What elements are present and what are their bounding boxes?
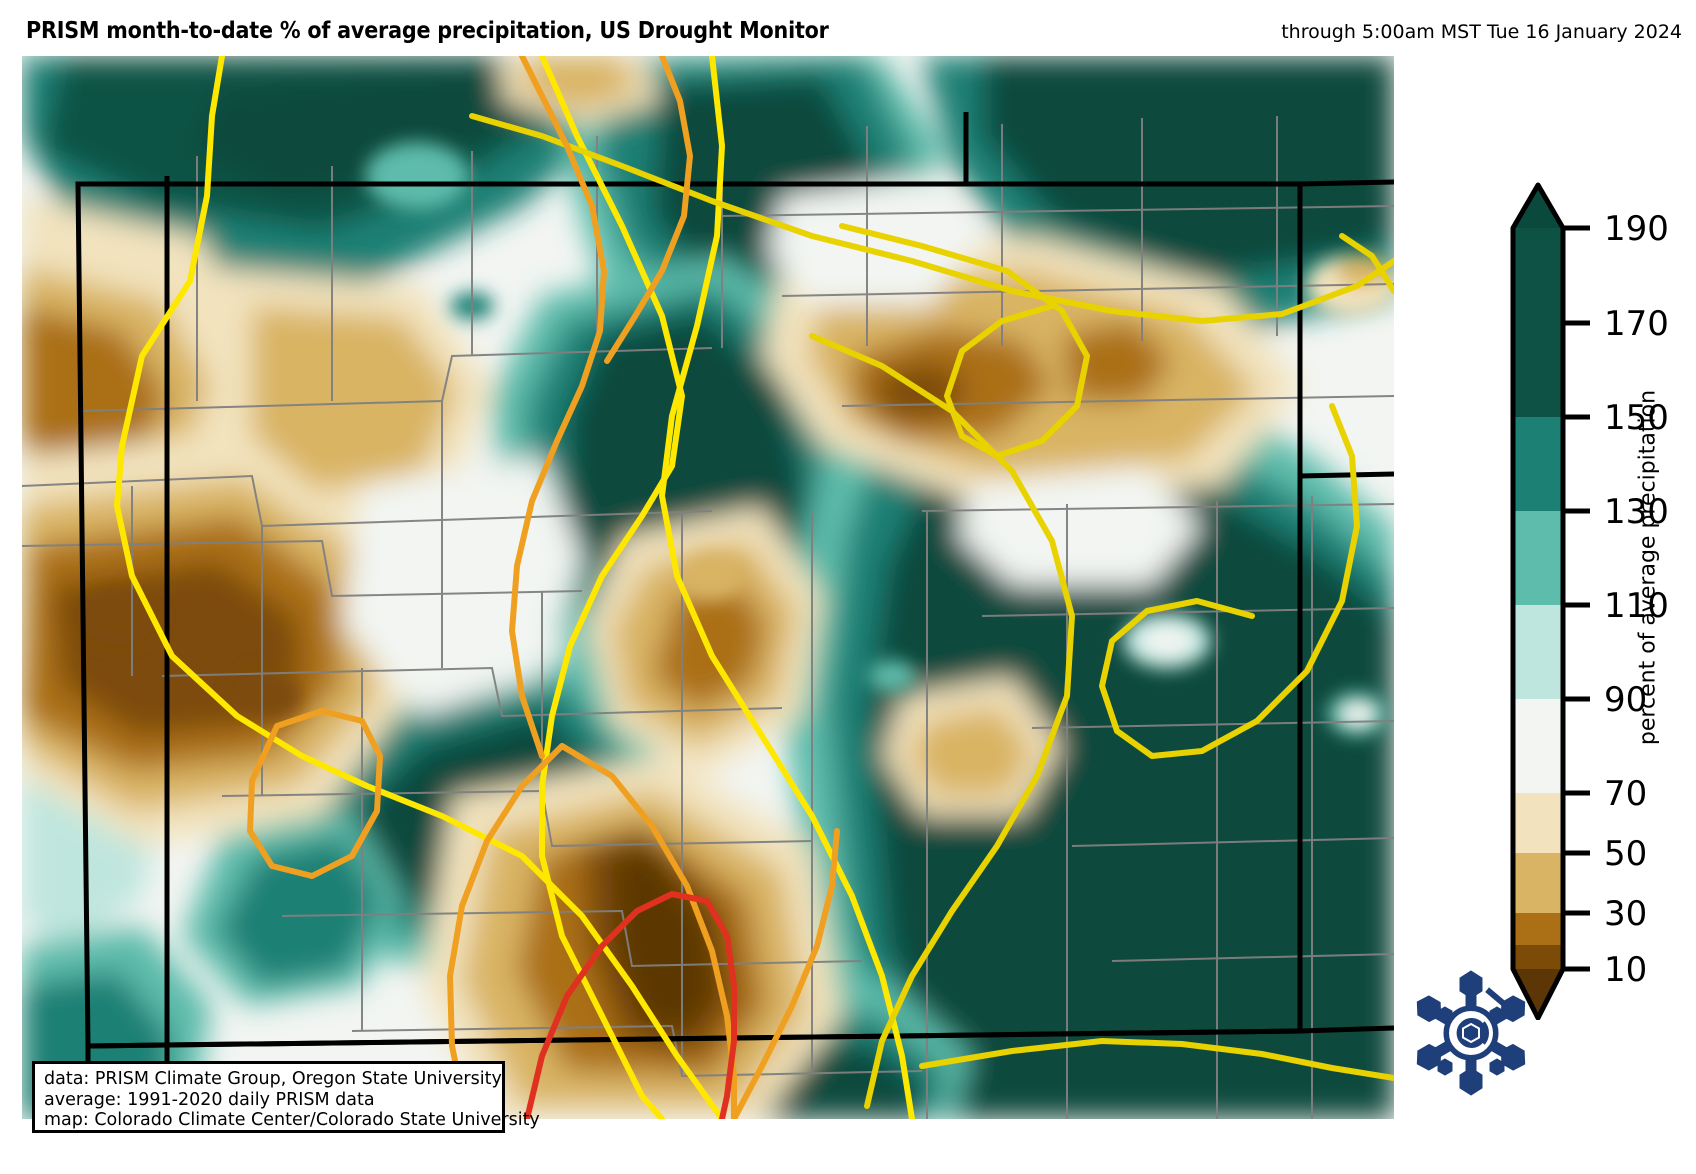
colorbar-tick-150: 150	[1604, 398, 1669, 438]
colorbar-tick-90: 90	[1604, 680, 1647, 720]
colorbar-extend-min: 10	[1510, 945, 1647, 1020]
snowflake-icon	[1416, 970, 1526, 1096]
county-boundaries	[22, 116, 1394, 1119]
colorbar-tick-170: 170	[1604, 304, 1669, 344]
colorbar-ticks	[1563, 225, 1590, 916]
page-title: PRISM month-to-date % of average precipi…	[26, 18, 829, 44]
map-canvas	[22, 56, 1394, 1119]
header-timestamp: through 5:00am MST Tue 16 January 2024	[1281, 21, 1682, 43]
attribution-box: data: PRISM Climate Group, Oregon State …	[32, 1061, 540, 1133]
colorbar: 190 170 150 130 110 90 70 50 30	[1418, 150, 1696, 950]
colorbar-tick-190: 190	[1604, 209, 1669, 249]
colorbar-tick-30: 30	[1604, 894, 1647, 934]
attribution-map-line: map: Colorado Climate Center/Colorado St…	[44, 1110, 540, 1130]
colorado-climate-center-logo	[1406, 968, 1536, 1098]
colorbar-bands	[1510, 182, 1566, 950]
header: PRISM month-to-date % of average precipi…	[0, 0, 1696, 56]
contour-fill-layer	[22, 56, 1394, 1119]
contour-detail	[77, 142, 1394, 736]
attribution-average-line: average: 1991-2020 daily PRISM data	[44, 1089, 375, 1110]
attribution-data-line: data: PRISM Climate Group, Oregon State …	[44, 1069, 502, 1089]
precipitation-map	[22, 56, 1394, 1119]
colorbar-axis-label-text: percent of average precipitation	[1635, 389, 1661, 746]
drought-monitor-contours	[114, 56, 1394, 1119]
colorbar-tick-130: 130	[1604, 492, 1669, 532]
colorbar-tick-50: 50	[1604, 834, 1647, 874]
colorbar-axis-label: percent of average precipitation	[1628, 350, 1668, 780]
colorbar-svg: 190 170 150 130 110 90 70 50 30	[1510, 182, 1669, 950]
colorbar-tick-labels: 190 170 150 130 110 90 70 50 30	[1604, 209, 1669, 934]
colorbar-tick-10: 10	[1604, 950, 1647, 990]
colorbar-tick-110: 110	[1604, 586, 1669, 626]
colorbar-tick-70: 70	[1604, 774, 1647, 814]
